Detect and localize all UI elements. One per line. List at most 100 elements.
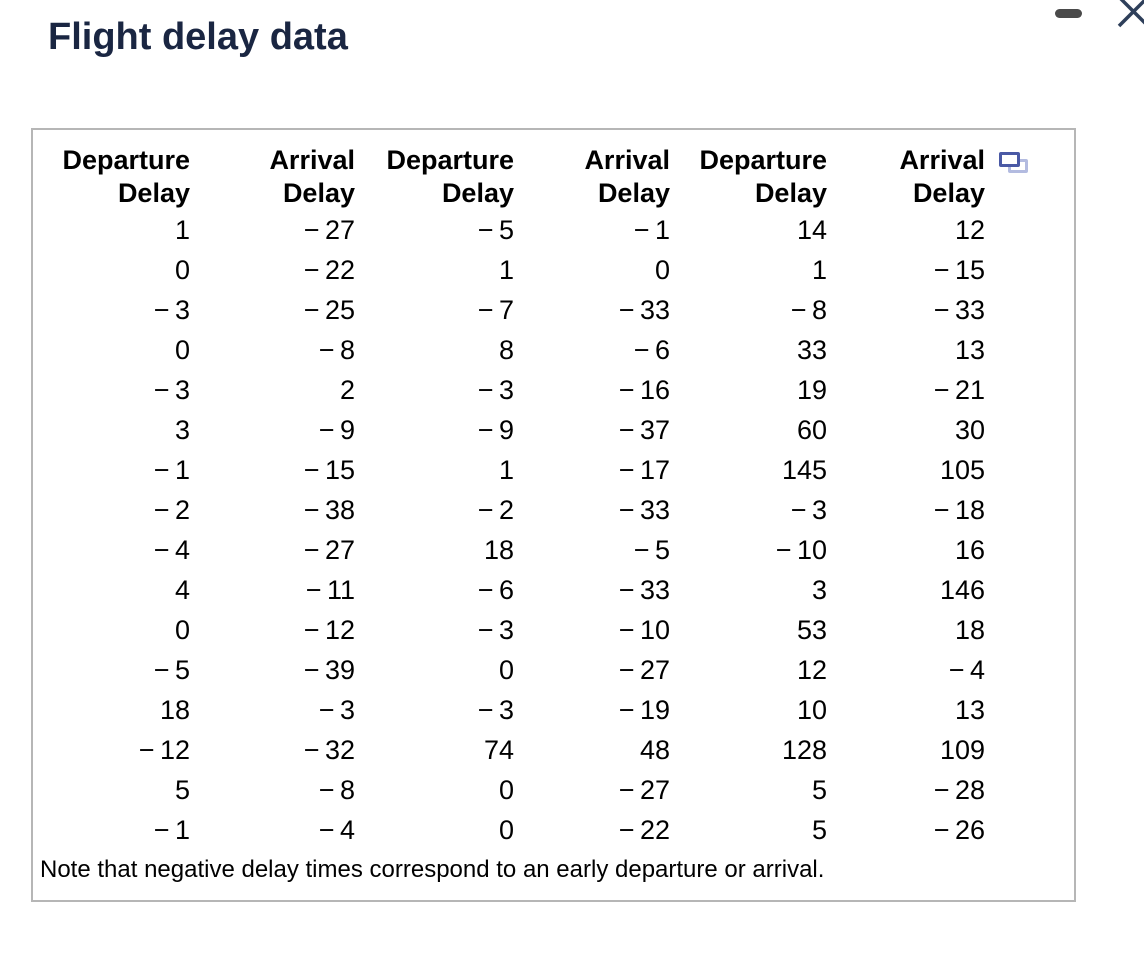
table-cell-spacer — [985, 530, 1074, 570]
table-cell-spacer — [985, 810, 1074, 850]
table-cell: 128 — [781, 734, 827, 765]
table-cell: − 32 — [303, 734, 355, 765]
table-cell-spacer — [985, 250, 1074, 290]
table-cell: 12 — [796, 654, 827, 685]
column-header: Arrival Delay — [584, 145, 670, 208]
table-cell: 0 — [654, 254, 670, 285]
table-cell-spacer — [985, 770, 1074, 810]
table-row: 0 − 8 8 − 6 33 13 — [33, 330, 1074, 370]
table-cell: 12 — [954, 214, 985, 245]
table-cell-spacer — [985, 370, 1074, 410]
table-cell: − 12 — [138, 734, 190, 765]
table-cell-spacer — [985, 210, 1074, 250]
table-row: − 1 − 4 0 − 22 5 − 26 — [33, 810, 1074, 850]
table-cell: 74 — [483, 734, 514, 765]
table-cell: 3 — [811, 574, 827, 605]
table-cell: 53 — [796, 614, 827, 645]
table-cell: 14 — [796, 214, 827, 245]
table-cell: − 7 — [477, 294, 514, 325]
table-cell: − 3 — [153, 374, 190, 405]
table-cell: − 17 — [618, 454, 670, 485]
table-cell: − 25 — [303, 294, 355, 325]
table-cell: − 2 — [153, 494, 190, 525]
table-cell: − 18 — [933, 494, 985, 525]
table-cell: 105 — [939, 454, 985, 485]
table-cell: − 22 — [303, 254, 355, 285]
table-cell: − 1 — [153, 814, 190, 845]
table-cell-spacer — [985, 610, 1074, 650]
table-cell: − 3 — [477, 614, 514, 645]
table-cell: − 1 — [153, 454, 190, 485]
column-header: Departure Delay — [386, 145, 514, 208]
table-cell: − 8 — [790, 294, 827, 325]
flight-delay-table: Departure Delay Arrival Delay Departure … — [33, 130, 1074, 850]
table-cell: 1 — [174, 214, 190, 245]
table-cell: 0 — [498, 654, 514, 685]
table-row: 18 − 3 − 3 − 19 10 13 — [33, 690, 1074, 730]
table-cell: − 6 — [633, 334, 670, 365]
table-cell: − 11 — [305, 574, 355, 605]
table-row: − 1 − 15 1 − 17 145 105 — [33, 450, 1074, 490]
table-cell: 1 — [811, 254, 827, 285]
table-cell-spacer — [985, 490, 1074, 530]
table-row: 5 − 8 0 − 27 5 − 28 — [33, 770, 1074, 810]
close-button[interactable] — [1114, 0, 1144, 35]
close-icon — [1117, 0, 1144, 28]
table-cell: 2 — [339, 374, 355, 405]
table-cell: 146 — [939, 574, 985, 605]
column-header: Arrival Delay — [899, 145, 985, 208]
table-cell: − 5 — [477, 214, 514, 245]
table-cell-spacer — [985, 650, 1074, 690]
table-cell: 13 — [954, 694, 985, 725]
table-cell: − 5 — [153, 654, 190, 685]
duplicate-window-icon[interactable] — [999, 152, 1029, 178]
table-cell: 10 — [796, 694, 827, 725]
table-cell: − 8 — [318, 774, 355, 805]
table-cell: − 1 — [633, 214, 670, 245]
table-cell-spacer — [985, 330, 1074, 370]
table-row: 0 − 22 1 0 1 − 15 — [33, 250, 1074, 290]
table-cell: − 38 — [303, 494, 355, 525]
table-cell: − 3 — [477, 374, 514, 405]
table-cell: − 2 — [477, 494, 514, 525]
column-header: Departure Delay — [62, 145, 190, 208]
table-cell: 18 — [954, 614, 985, 645]
table-cell: − 6 — [477, 574, 514, 605]
table-cell: − 9 — [318, 414, 355, 445]
table-cell: 48 — [639, 734, 670, 765]
table-cell: − 10 — [775, 534, 827, 565]
table-cell: − 3 — [153, 294, 190, 325]
table-cell: 0 — [498, 814, 514, 845]
table-cell-spacer — [985, 450, 1074, 490]
column-header: Departure Delay — [699, 145, 827, 208]
table-row: − 4 − 27 18 − 5 − 10 16 — [33, 530, 1074, 570]
table-cell: − 26 — [933, 814, 985, 845]
table-body: 1− 27− 5− 1 14 12 0− 22 1 0 1− 15− 3− 25− 7− 3… — [33, 210, 1074, 850]
table-cell: − 33 — [933, 294, 985, 325]
table-cell: 1 — [498, 254, 514, 285]
duplicate-window-icon-front — [999, 152, 1020, 167]
table-cell: − 27 — [618, 654, 670, 685]
table-row: 0 − 12 − 3 − 10 53 18 — [33, 610, 1074, 650]
window-title: Flight delay data — [48, 16, 348, 58]
minimize-button[interactable] — [1055, 9, 1082, 18]
table-cell: 60 — [796, 414, 827, 445]
table-cell: − 16 — [618, 374, 670, 405]
table-cell: − 5 — [633, 534, 670, 565]
table-cell: − 33 — [618, 294, 670, 325]
table-cell: 5 — [811, 814, 827, 845]
table-cell: 0 — [174, 254, 190, 285]
table-row: 3 − 9 − 9 − 37 60 30 — [33, 410, 1074, 450]
table-cell: − 4 — [318, 814, 355, 845]
table-cell: 0 — [174, 614, 190, 645]
note-text: Note that negative delay times correspon… — [40, 856, 825, 883]
table-cell: − 39 — [303, 654, 355, 685]
table-row: − 5 − 39 0 − 27 12 − 4 — [33, 650, 1074, 690]
table-cell: 109 — [939, 734, 985, 765]
table-cell: − 9 — [477, 414, 514, 445]
table-cell: − 10 — [618, 614, 670, 645]
table-cell: − 28 — [933, 774, 985, 805]
table-cell: − 27 — [303, 534, 355, 565]
table-cell: 5 — [174, 774, 190, 805]
